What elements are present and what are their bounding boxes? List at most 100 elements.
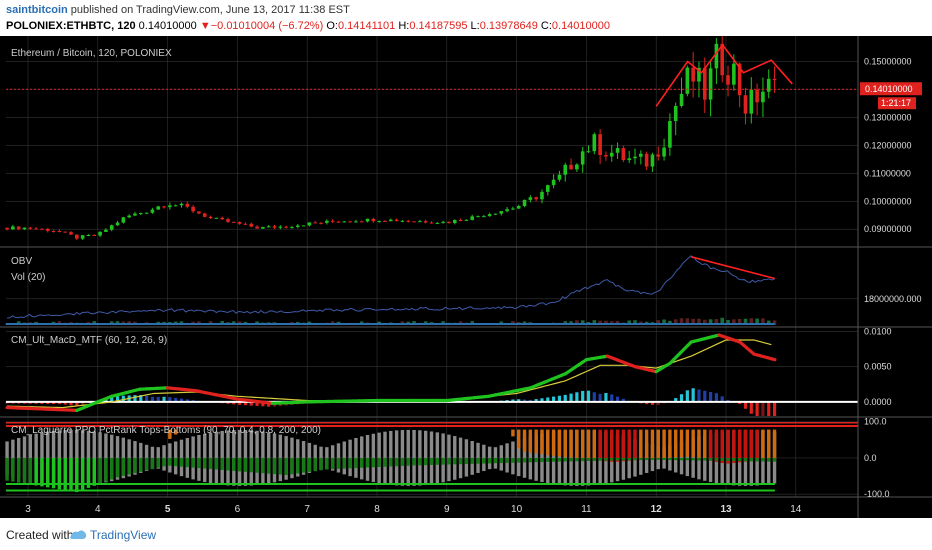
bottom-signal-bar (633, 457, 637, 461)
volume-bar (702, 319, 707, 325)
volume-bar (755, 318, 759, 325)
bottom-signal-bar (406, 457, 410, 466)
bottom-signal-bar (115, 457, 120, 478)
candle-body (580, 151, 585, 165)
bottom-signal-bar (75, 457, 79, 493)
price-tick-label: 0.09000000 (864, 224, 912, 234)
top-signal-bar (627, 429, 631, 461)
bottom-signal-bar (639, 457, 643, 461)
bottom-signal-bar (621, 457, 626, 461)
bottom-signal-bar (377, 457, 381, 467)
price-pane[interactable] (5, 36, 858, 241)
bottom-signal-bar (592, 457, 597, 461)
author-link[interactable]: saintbitcoin (6, 4, 68, 16)
candle-body (668, 121, 672, 148)
candle-body (191, 206, 195, 212)
candle-body (278, 226, 283, 228)
volume-bar (598, 320, 602, 325)
candle-body (551, 179, 556, 186)
down-arrow-icon: ▼ (199, 20, 211, 32)
countdown-tag (878, 97, 916, 110)
bottom-signal-bar (313, 457, 317, 472)
volume-bar (615, 320, 620, 325)
top-signal-bar (714, 429, 719, 462)
bottom-signal-bar (714, 457, 719, 461)
bottom-signal-bar (139, 457, 143, 472)
candle-body (243, 223, 248, 225)
bottom-signal-bar (394, 457, 399, 467)
change-value: −0.01010004 (−6.72%) (210, 20, 324, 32)
bottom-signal-bar (237, 457, 242, 472)
macd-histogram-bar (238, 401, 242, 405)
bottom-signal-bar (191, 457, 195, 468)
bottom-signal-bar (737, 457, 742, 462)
candle-body (307, 222, 312, 226)
bottom-signal-bar (22, 457, 27, 484)
bottom-signal-bar (487, 457, 492, 464)
bottom-signal-bar (383, 457, 387, 467)
time-tick-label: 5 (165, 504, 171, 515)
volume-bar (685, 318, 690, 325)
macd-histogram-bar (656, 401, 660, 405)
bottom-signal-bar (557, 457, 562, 462)
bottom-signal-bar (441, 457, 445, 465)
bottom-signal-bar (92, 457, 96, 486)
chart-canvas[interactable]: 0.150000000.140000000.130000000.12000000… (0, 36, 932, 518)
macd-histogram-bar (703, 390, 707, 402)
laguerre-pane[interactable] (5, 421, 858, 493)
candle-body (249, 223, 254, 227)
macd-histogram-bar (75, 401, 79, 407)
top-signal-bar (755, 429, 759, 461)
macd-histogram-bar (621, 398, 625, 402)
bottom-signal-bar (580, 457, 585, 462)
macd-histogram-bar (685, 390, 689, 402)
candle-body (202, 213, 207, 217)
obv-tick-label: 18000000.000 (864, 294, 922, 304)
volume-bar (662, 319, 666, 325)
bottom-signal-bar (423, 457, 428, 466)
bottom-signal-bar (546, 457, 550, 462)
bottom-signal-bar (150, 457, 155, 470)
macd-histogram-bar (755, 401, 759, 416)
top-signal-bar (580, 429, 585, 459)
candle-body (685, 67, 690, 94)
bottom-signal-bar (703, 457, 707, 461)
candle-body (476, 216, 480, 218)
time-tick-label: 13 (720, 504, 732, 515)
macd-histogram-bar (522, 399, 527, 402)
price-pane-title: Ethereum / Bitcoin, 120, POLONIEX (11, 48, 172, 59)
tradingview-link[interactable]: TradingView (90, 528, 157, 542)
candle-body (22, 227, 27, 230)
laguerre-tick-label: 100.0 (864, 417, 887, 427)
macd-histogram-bar (767, 401, 771, 416)
candle-body (569, 164, 573, 170)
candle-body (464, 219, 469, 221)
top-signal-bar (534, 429, 538, 454)
bottom-signal-bar (63, 457, 67, 491)
chart-svg[interactable]: 0.150000000.140000000.130000000.12000000… (0, 36, 932, 518)
candle-body (604, 154, 608, 157)
top-signal-bar (528, 429, 533, 453)
bottom-signal-bar (464, 457, 469, 465)
bottom-signal-bar (261, 457, 265, 474)
candle-body (208, 216, 213, 219)
candle-body (435, 222, 440, 224)
candle-body (168, 205, 172, 208)
macd-pane[interactable] (5, 333, 858, 416)
bottom-signal-bar (232, 457, 236, 471)
price-tick-label: 0.12000000 (864, 140, 912, 150)
high-label: H: (398, 20, 410, 32)
top-signal-bar (604, 429, 608, 462)
macd-histogram-bar (738, 401, 742, 404)
obv-pane[interactable] (5, 255, 777, 325)
top-signal-bar (644, 429, 649, 460)
candle-body (377, 220, 381, 222)
top-signal-bar (546, 429, 550, 456)
macd-histogram-bar (115, 395, 120, 402)
top-signal-bar (563, 429, 567, 457)
bottom-signal-bar (732, 457, 736, 462)
candle-body (412, 221, 416, 223)
candle-body (656, 154, 661, 157)
candle-body (28, 227, 33, 229)
bottom-signal-bar (296, 457, 300, 474)
